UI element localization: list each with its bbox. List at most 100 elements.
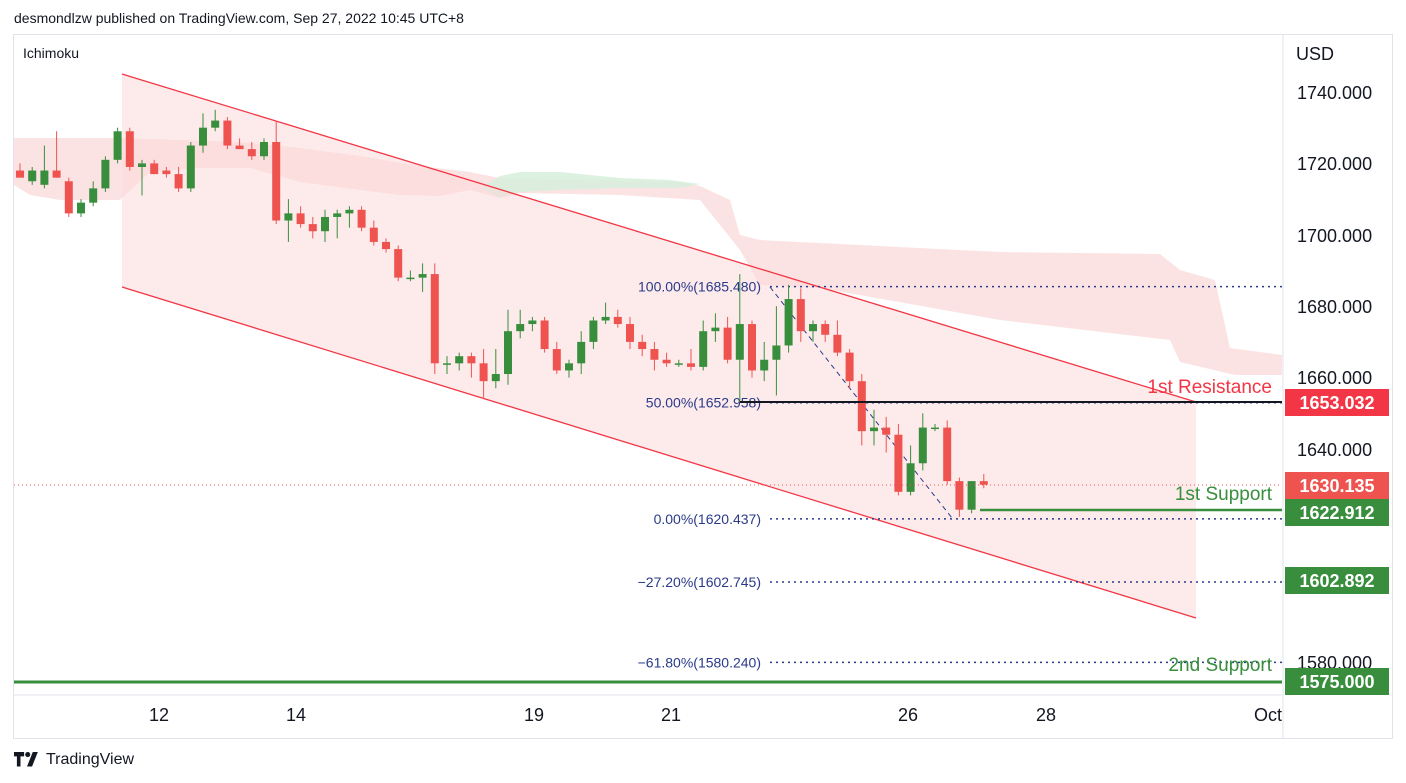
x-axis-ticks: 12 14 19 21 26 28 Oct [149,705,1282,725]
candle [40,145,49,189]
candle [796,288,805,342]
chart-frame [13,34,1393,739]
candle-body [64,181,73,214]
candle [589,316,598,350]
candle [296,206,305,228]
candle [784,284,793,353]
candle-body [613,316,622,325]
x-tick-label: 21 [661,705,681,725]
candle [284,199,293,242]
candle [64,177,73,217]
channel-upper-line [121,73,1197,403]
candle [430,263,439,375]
candle [711,313,720,342]
candle [650,341,659,371]
candle-body [211,120,220,128]
candle [577,331,586,375]
candle [687,349,695,371]
candle [125,127,134,171]
candle [321,209,329,242]
candle [601,302,610,325]
candle-body [296,213,305,225]
fib-level-label: −27.20%(1602.745) [638,574,761,590]
candle [833,320,842,357]
candle-body [247,149,256,157]
footer-brand[interactable]: TradingView [14,751,134,769]
candle-body [857,381,866,432]
candle-body [235,145,244,150]
candle [565,359,573,378]
candle [101,156,110,192]
candle [882,416,891,453]
candle [89,181,98,207]
candle [967,481,976,514]
candle [455,352,464,371]
candle [857,374,866,446]
candle-body [394,249,403,278]
candle-body [284,213,293,221]
candle-body [735,324,744,360]
candle [211,109,220,132]
x-tick-label: Oct [1254,705,1282,725]
candle-body [113,131,122,160]
descending-channel[interactable] [121,73,1197,619]
price-tag-support-extra: 1602.892 [1285,567,1389,594]
x-tick-label: 14 [286,705,306,725]
candle-body [748,324,756,371]
candle-body [406,277,415,280]
candle [772,306,781,396]
channel-fill [122,74,1196,618]
candle-body [565,363,573,371]
candle [906,445,915,496]
tradingview-logo-icon [14,752,38,767]
price-tag-support-2: 1575.000 [1285,668,1389,695]
candle-body [443,363,451,365]
x-tick-label: 12 [149,705,169,725]
candle [528,316,537,332]
candle [443,356,451,375]
candle-body [784,299,793,346]
y-tick-label: 1720.000 [1297,154,1372,174]
candle [516,309,525,339]
x-tick-label: 19 [524,705,544,725]
candle [809,320,817,342]
candle [186,141,195,192]
candle [613,309,622,328]
y-tick-label: 1680.000 [1297,297,1372,317]
price-tag-resistance-1: 1653.032 [1285,389,1389,416]
fib-level-label: 0.00%(1620.437) [654,511,761,527]
candle [357,206,366,232]
candle [723,316,732,364]
candle-body [906,463,915,492]
candle-body [101,159,110,189]
candle-body [626,324,634,342]
candle-body [650,349,659,360]
candle [333,209,342,239]
candle-body [77,202,85,214]
x-tick-label: 26 [898,705,918,725]
candle-body [260,141,268,157]
indicator-label[interactable]: Ichimoku [23,45,80,61]
candle [943,420,952,485]
candlestick-series[interactable] [16,109,988,517]
candle-body [540,320,549,350]
candle-body [199,127,207,146]
price-tag-text: 1575.000 [1299,672,1374,692]
candle-body [955,481,964,510]
candle-body [772,345,781,360]
candle-body [821,324,830,335]
candle-body [723,327,732,360]
candle [540,316,549,353]
candle-body [638,341,647,350]
candle-body [223,120,232,146]
candle [626,316,634,350]
candle-body [308,224,317,232]
candle [52,131,61,178]
fib-level-label: −61.80%(1580.240) [638,654,761,670]
candle [199,113,207,153]
candle-body [662,359,671,364]
candle [552,341,561,375]
candle-body [711,327,720,332]
candle-body [418,274,427,278]
